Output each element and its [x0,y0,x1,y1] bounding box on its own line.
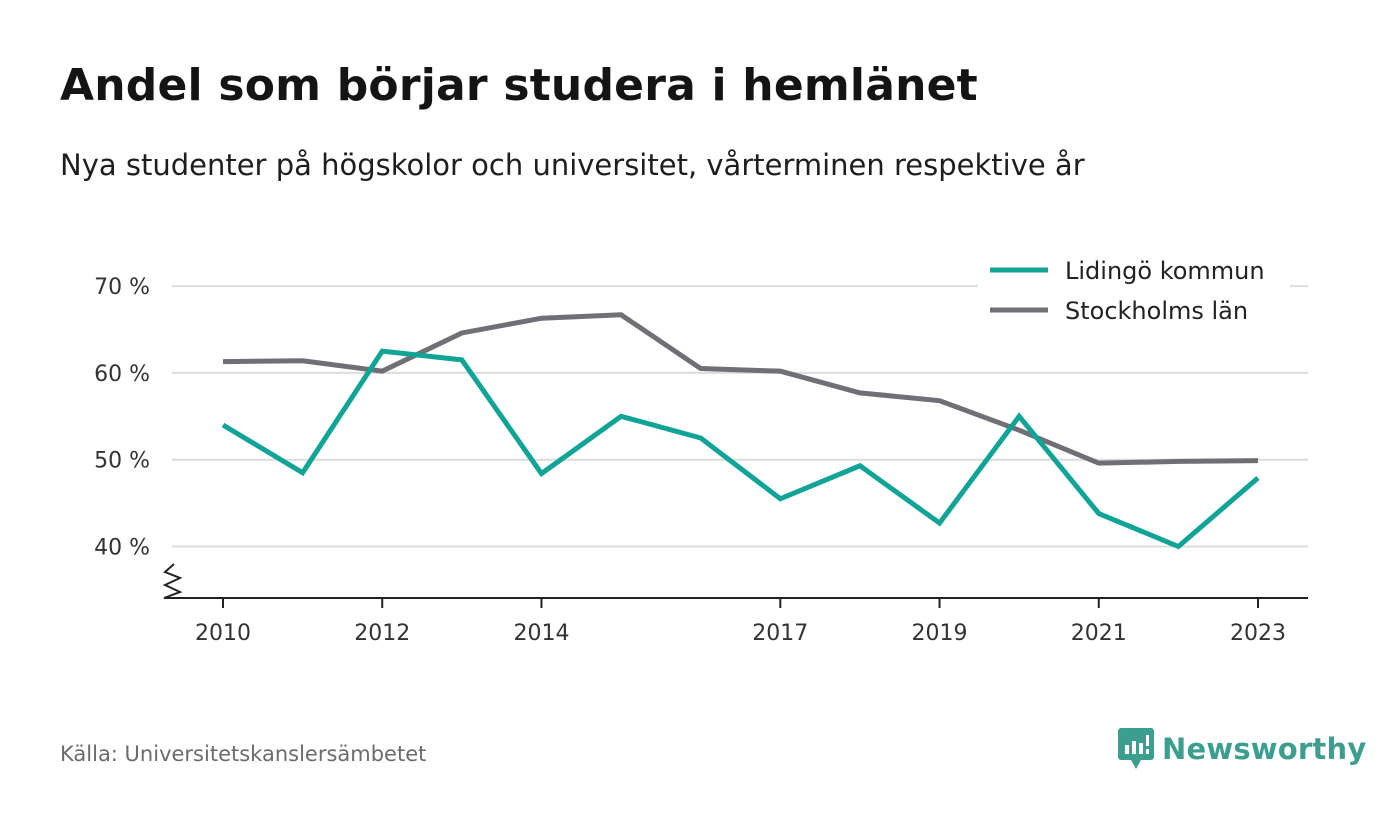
y-tick-label: 60 % [94,362,150,387]
newsworthy-logo-icon [1118,728,1154,769]
chart-title: Andel som börjar studera i hemlänet [60,60,978,111]
y-tick-label: 40 % [94,536,150,561]
x-tick-label: 2023 [1230,621,1286,646]
x-tick-label: 2019 [912,621,968,646]
series-line-lidingo [221,348,1260,550]
x-tick-label: 2012 [354,621,410,646]
x-tick-label: 2014 [513,621,569,646]
x-tick-label: 2021 [1071,621,1127,646]
brand-logo: Newsworthy [1118,728,1366,770]
x-tick-label: 2010 [195,621,251,646]
chart-subtitle: Nya studenter på högskolor och universit… [60,148,1085,182]
y-tick-label: 70 % [94,275,150,300]
series-lines [221,312,1260,550]
line-chart: 40 % 50 % 60 % 70 % 2010 2012 2014 2017 2019 202… [94,250,1308,646]
source-note: Källa: Universitetskanslersämbetet [60,742,427,766]
x-tick-label: 2017 [752,621,808,646]
x-axis: 2010 2012 2014 2017 2019 2021 2023 [162,563,1308,646]
legend-label: Lidingö kommun [1065,257,1265,285]
legend: Lidingö kommun Stockholms län [978,250,1290,338]
legend-label: Stockholms län [1065,297,1248,325]
axis-break-marker [162,563,183,599]
series-line-stockholm [222,312,1259,466]
legend-background [978,250,1290,338]
y-tick-label: 50 % [94,449,150,474]
brand-name: Newsworthy [1162,732,1367,766]
y-axis-ticks: 40 % 50 % 60 % 70 % [94,275,150,560]
